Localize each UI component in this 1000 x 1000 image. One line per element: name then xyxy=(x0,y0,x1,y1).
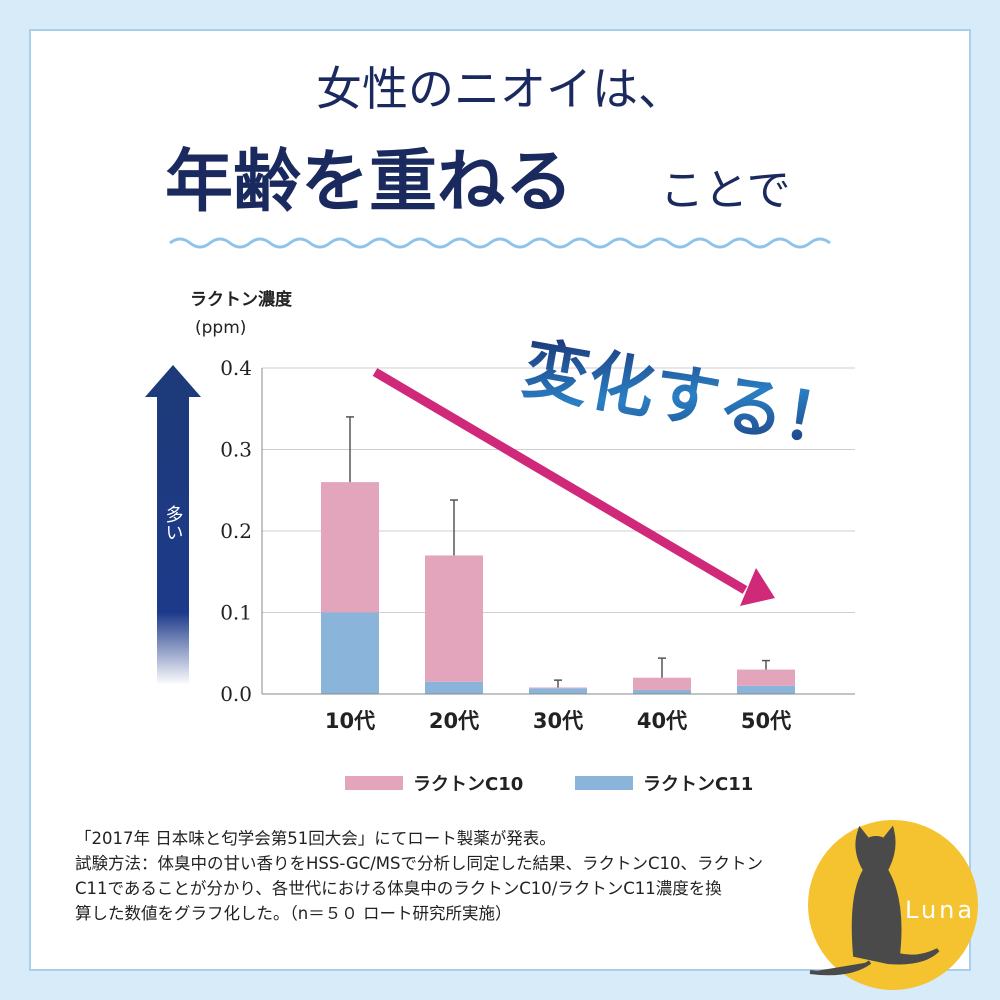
more-arrow-label: 多い xyxy=(163,505,184,541)
bar-segment xyxy=(529,688,587,694)
y-axis-label: ラクトン濃度 xyxy=(190,289,293,310)
trend-arrow xyxy=(372,368,748,594)
y-tick-label: 0.3 xyxy=(220,438,252,462)
bar-segment xyxy=(737,669,795,686)
error-bar xyxy=(450,499,458,556)
footnote-line: 試験方法：体臭中の甘い香りをHSS-GC/MSで分析し同定した結果、ラクトンC1… xyxy=(75,854,763,873)
footnote-line: 「2017年 日本味と匂学会第51回大会」にてロート製薬が発表。 xyxy=(75,829,556,848)
legend-label: ラクトンC11 xyxy=(643,774,753,795)
bar-segment xyxy=(633,677,691,690)
logo-text: Luna xyxy=(905,896,975,924)
x-tick-label: 10代 xyxy=(325,709,375,733)
headline-line1: 女性のニオイは、 xyxy=(316,62,684,116)
bar-segment xyxy=(633,689,691,694)
legend-label: ラクトンC10 xyxy=(413,774,523,795)
y-tick-label: 0.4 xyxy=(220,356,252,380)
headline-small: ことで xyxy=(660,165,791,216)
legend-swatch xyxy=(575,776,633,790)
headline-big: 年齢を重ねる xyxy=(165,142,573,222)
more-arrow-head xyxy=(145,365,201,397)
trend-arrow-head xyxy=(740,568,775,606)
error-bar xyxy=(658,657,666,678)
x-tick-label: 40代 xyxy=(637,709,687,733)
x-tick-label: 20代 xyxy=(429,709,479,733)
footnote: 「2017年 日本味と匂学会第51回大会」にてロート製薬が発表。試験方法：体臭中… xyxy=(75,829,763,923)
error-bar xyxy=(762,659,770,670)
more-arrow-shaft xyxy=(157,395,189,685)
error-bar xyxy=(346,416,354,483)
bar-segment xyxy=(321,482,379,613)
y-tick-label: 0.0 xyxy=(220,682,252,706)
wave-divider xyxy=(169,237,831,249)
bar-segment xyxy=(529,687,587,689)
bar-segment xyxy=(425,681,483,694)
x-tick-label: 50代 xyxy=(741,709,791,733)
bar-segment xyxy=(737,685,795,694)
legend-swatch xyxy=(345,776,403,790)
footnote-line: C11であることが分かり、各世代における体臭中のラクトンC10/ラクトンC11濃… xyxy=(75,879,722,898)
footnote-line: 算した数値をグラフ化した。（n＝５０ ロート研究所実施） xyxy=(75,904,511,923)
logo-cat xyxy=(809,825,940,976)
bar-segment xyxy=(425,555,483,682)
x-tick-label: 30代 xyxy=(533,709,583,733)
error-bar xyxy=(554,679,562,688)
y-axis-unit: (ppm) xyxy=(195,318,246,338)
y-tick-label: 0.1 xyxy=(220,601,252,625)
bar-segment xyxy=(321,612,379,694)
y-tick-label: 0.2 xyxy=(220,519,252,543)
